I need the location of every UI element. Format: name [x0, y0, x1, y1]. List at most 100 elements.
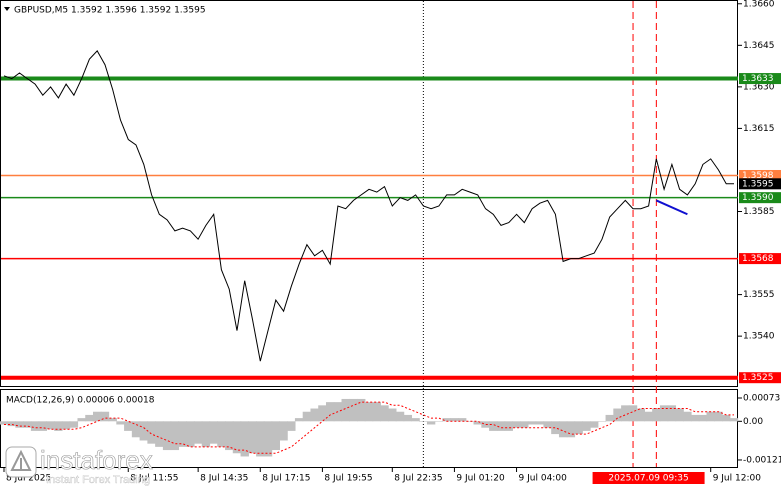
macd-bar	[248, 421, 257, 454]
macd-bar	[147, 421, 156, 444]
macd-bar	[683, 411, 692, 422]
macd-bar	[504, 421, 513, 431]
level-label: 1.3590	[742, 193, 774, 203]
macd-bar	[108, 418, 117, 422]
macd-bar	[325, 402, 335, 422]
macd-bar	[590, 421, 599, 428]
x-tick-label: 8 Jul 17:15	[262, 474, 310, 484]
x-tick-label: 8 Jul 19:55	[324, 474, 372, 484]
macd-bar	[473, 421, 482, 425]
macd-bar	[442, 418, 451, 422]
macd-bar	[465, 421, 475, 422]
macd-bar	[403, 414, 413, 422]
macd-bar	[85, 414, 94, 422]
macd-bar	[7, 421, 16, 427]
macd-bar	[364, 402, 374, 422]
macd-bar	[535, 421, 545, 425]
macd-bar	[419, 421, 428, 422]
macd-bar	[61, 421, 71, 430]
level-label: 1.3633	[742, 74, 774, 84]
macd-bar	[155, 421, 164, 447]
macd-bar	[23, 421, 32, 428]
macd-bar	[543, 421, 552, 428]
y-tick-label: 0.00073	[743, 393, 780, 403]
macd-bar	[597, 421, 607, 422]
y-tick-label: 1.3555	[743, 290, 775, 300]
x-tick-label: 8 Jul 14:35	[200, 474, 248, 484]
macd-bar	[0, 421, 9, 425]
x-tick-label: 8 Jul 2025	[6, 474, 51, 484]
macd-bar	[411, 418, 420, 422]
macd-bar	[496, 421, 506, 431]
crosshair-label-bg	[592, 472, 705, 484]
level-label-bg	[739, 253, 781, 265]
y-tick-label: 1.3540	[743, 332, 775, 342]
macd-bar	[30, 421, 40, 431]
macd-bar	[489, 421, 498, 431]
macd-bar	[69, 421, 79, 428]
macd-bar	[209, 421, 218, 444]
macd-bar	[722, 414, 731, 422]
macd-bar	[263, 421, 273, 457]
macd-bar	[698, 414, 708, 422]
macd-bar	[162, 421, 172, 451]
level-label-bg	[739, 372, 781, 384]
macd-bar	[512, 421, 521, 428]
macd-bar	[729, 418, 739, 422]
macd-bar	[644, 411, 653, 422]
y-tick-label: 0.00	[743, 417, 763, 427]
chart-title: GBPUSD,M5 1.3592 1.3596 1.3592 1.3595	[14, 6, 206, 16]
macd-bar	[193, 421, 203, 444]
signal-line	[4, 401, 734, 454]
macd-bar	[217, 421, 226, 447]
macd-bar	[613, 408, 622, 422]
macd-bar	[225, 421, 234, 451]
macd-bar	[201, 421, 211, 447]
macd-bar	[15, 421, 24, 428]
macd-bar	[566, 421, 576, 438]
macd-bar	[621, 405, 630, 422]
macd-bar	[372, 402, 381, 422]
macd-bar	[271, 421, 280, 451]
level-label-bg	[739, 73, 781, 85]
macd-bar	[232, 421, 242, 454]
macd-bar	[54, 421, 63, 431]
macd-bar	[139, 421, 148, 441]
macd-bar	[294, 418, 304, 422]
x-tick-label: 9 Jul 12:00	[713, 474, 762, 484]
macd-bar	[388, 408, 397, 422]
y-tick-label: 1.3615	[743, 124, 775, 134]
macd-bar	[318, 405, 327, 422]
macd-bar	[582, 421, 591, 431]
x-tick-label: 8 Jul 22:35	[394, 474, 442, 484]
macd-bar	[605, 414, 614, 422]
macd-bar	[652, 408, 661, 422]
macd-bar	[124, 421, 133, 431]
macd-bar	[675, 408, 684, 422]
logo-name: instaforex	[40, 445, 153, 475]
macd-bar	[659, 405, 669, 422]
macd-bar	[690, 414, 700, 422]
macd-bar	[287, 421, 296, 431]
y-tick-label: 1.3660	[743, 0, 775, 9]
macd-bar	[380, 405, 389, 422]
macd-bar	[458, 418, 467, 422]
macd-bar	[574, 421, 583, 435]
macd-bar	[116, 421, 125, 425]
macd-bar	[256, 421, 265, 457]
macd-bar	[93, 411, 102, 422]
macd-bar	[131, 421, 141, 438]
price-line	[3, 50, 734, 362]
macd-bar	[240, 421, 249, 457]
macd-bar	[170, 421, 180, 451]
logo: instaforex Instant Forex Trading	[5, 445, 153, 486]
macd-bar	[100, 411, 110, 422]
macd-bar	[558, 421, 568, 438]
main-panel	[0, 0, 738, 387]
crosshair-label: 2025.07.09 09:35	[608, 474, 688, 484]
x-tick-label: 9 Jul 04:00	[519, 474, 568, 484]
level-label-bg	[739, 192, 781, 204]
logo-glyph	[10, 449, 32, 471]
macd-bar	[481, 421, 490, 428]
